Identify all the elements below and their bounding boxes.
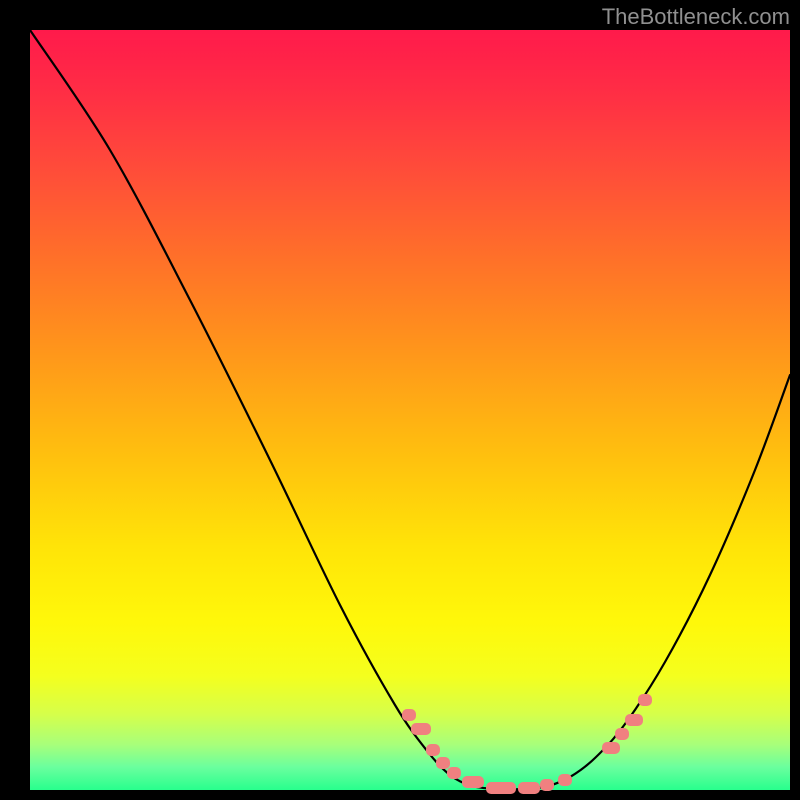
curve-marker (402, 709, 416, 721)
curve-marker (615, 728, 629, 740)
curve-marker (602, 742, 620, 754)
gradient-plot-area (30, 30, 790, 790)
curve-marker (486, 782, 516, 794)
curve-marker (462, 776, 484, 788)
curve-marker (540, 779, 554, 791)
curve-marker (426, 744, 440, 756)
curve-marker (625, 714, 643, 726)
curve-marker (558, 774, 572, 786)
watermark-text: TheBottleneck.com (602, 4, 790, 30)
bottleneck-curve-chart (0, 0, 800, 800)
curve-marker (518, 782, 540, 794)
chart-container: TheBottleneck.com (0, 0, 800, 800)
curve-marker (638, 694, 652, 706)
curve-marker (436, 757, 450, 769)
curve-marker (447, 767, 461, 779)
curve-marker (411, 723, 431, 735)
